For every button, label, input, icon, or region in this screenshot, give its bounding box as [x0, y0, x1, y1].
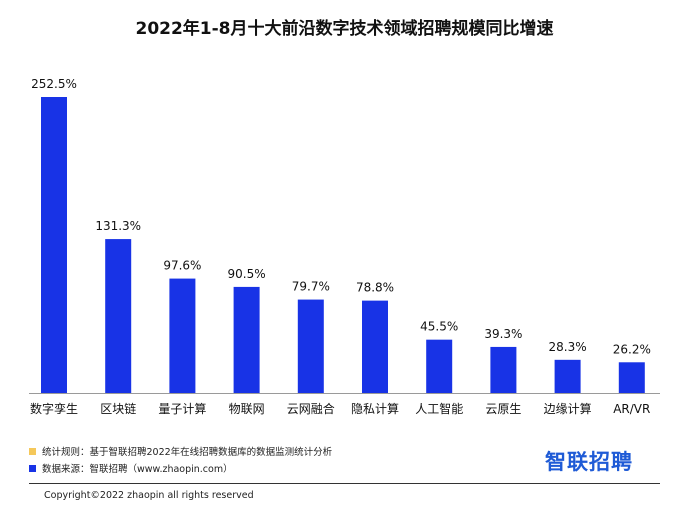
copyright-text: Copyright©2022 zhaopin all rights reserv… — [44, 490, 254, 501]
bar-1 — [41, 97, 67, 393]
stat-rule-text: 统计规则：基于智联招聘2022年在线招聘数据库的数据监测统计分析 — [42, 447, 333, 458]
value-label: 45.5% — [420, 320, 458, 334]
stat-rule-note: 统计规则：基于智联招聘2022年在线招聘数据库的数据监测统计分析 — [29, 444, 332, 458]
bar-5 — [297, 299, 324, 393]
bar-8 — [490, 346, 517, 393]
category-label: 边缘计算 — [544, 401, 592, 416]
value-label: 78.8% — [356, 281, 394, 295]
value-label: 131.3% — [95, 219, 141, 233]
category-label: 量子计算 — [158, 401, 206, 416]
data-source-text: 数据来源：智联招聘（www.zhaopin.com） — [42, 464, 233, 475]
bar-4 — [233, 286, 260, 393]
stat-rule-swatch — [29, 447, 36, 455]
value-label: 79.7% — [292, 280, 330, 294]
footer-divider — [29, 483, 660, 484]
bar-3 — [169, 278, 196, 393]
category-label: 云网融合 — [287, 401, 335, 416]
value-label: 39.3% — [484, 327, 522, 341]
bar-6 — [362, 300, 388, 393]
data-source-swatch — [29, 464, 36, 472]
value-label: 90.5% — [228, 267, 266, 281]
category-label: 区块链 — [100, 401, 136, 416]
bar-7 — [426, 339, 453, 393]
category-label: 隐私计算 — [351, 401, 399, 416]
category-label: 云原生 — [485, 402, 521, 416]
bar-9 — [554, 359, 581, 393]
category-label: 数字孪生 — [30, 401, 78, 416]
chart-title: 2022年1-8月十大前沿数字技术领域招聘规模同比增速 — [135, 19, 554, 39]
data-source-note: 数据来源：智联招聘（www.zhaopin.com） — [29, 461, 233, 475]
value-label: 28.3% — [549, 340, 587, 354]
brand-logo: 智联招聘 — [545, 450, 633, 474]
value-label: 97.6% — [163, 259, 201, 273]
category-label: 人工智能 — [415, 401, 463, 416]
bar-chart: 252.5% 数字孪生 131.3% 区块链 97.6% 量子计算 90.5% 物联网 79.7… — [29, 77, 660, 416]
value-label: 252.5% — [31, 77, 77, 91]
value-label: 26.2% — [613, 342, 651, 356]
category-label: AR/VR — [613, 402, 650, 416]
bar-2 — [105, 239, 132, 393]
category-label: 物联网 — [229, 402, 265, 416]
bar-10 — [618, 362, 645, 393]
